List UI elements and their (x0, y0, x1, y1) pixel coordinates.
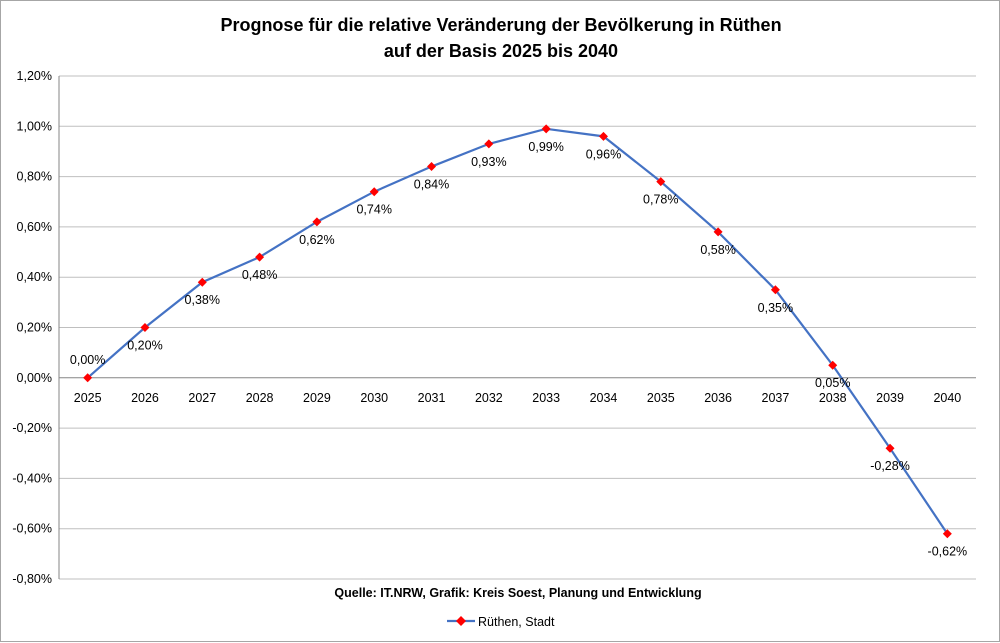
x-tick-label: 2035 (647, 391, 675, 405)
source-note: Quelle: IT.NRW, Grafik: Kreis Soest, Pla… (334, 586, 701, 600)
data-label: 0,84% (414, 178, 449, 192)
chart-title-line-2: auf der Basis 2025 bis 2040 (384, 41, 618, 61)
x-tick-label: 2026 (131, 391, 159, 405)
data-label: 0,96% (586, 147, 621, 161)
x-tick-label: 2033 (532, 391, 560, 405)
y-tick-label: -0,80% (12, 572, 52, 586)
y-tick-label: 0,40% (17, 270, 52, 284)
data-point (484, 139, 494, 149)
legend-marker (456, 616, 466, 626)
data-point (83, 373, 93, 383)
data-point (942, 529, 952, 539)
data-label: 0,38% (185, 293, 220, 307)
x-tick-label: 2031 (418, 391, 446, 405)
legend: Rüthen, Stadt (447, 615, 555, 629)
x-tick-label: 2027 (188, 391, 216, 405)
data-point (770, 285, 780, 295)
x-tick-label: 2034 (590, 391, 618, 405)
data-point (656, 177, 666, 187)
x-tick-label: 2025 (74, 391, 102, 405)
data-label: 0,20% (127, 339, 162, 353)
data-label: -0,28% (870, 459, 910, 473)
y-tick-label: 1,00% (17, 119, 52, 133)
x-tick-label: 2028 (246, 391, 274, 405)
legend-label: Rüthen, Stadt (478, 615, 555, 629)
y-tick-label: 0,60% (17, 220, 52, 234)
data-point (541, 124, 551, 134)
y-tick-label: -0,40% (12, 471, 52, 485)
data-point (312, 217, 322, 227)
data-label: 0,93% (471, 155, 506, 169)
y-tick-label: 0,20% (17, 321, 52, 335)
data-label: 0,00% (70, 353, 105, 367)
data-point (885, 443, 895, 453)
x-tick-label: 2037 (762, 391, 790, 405)
data-point (427, 162, 437, 172)
data-label: -0,62% (928, 545, 968, 559)
y-tick-label: -0,60% (12, 522, 52, 536)
y-tick-label: -0,20% (12, 421, 52, 435)
data-point (197, 277, 207, 287)
data-label: 0,48% (242, 268, 277, 282)
data-label: 0,74% (356, 203, 391, 217)
y-tick-label: 0,00% (17, 371, 52, 385)
series-line (86, 127, 949, 535)
data-point (828, 360, 838, 370)
data-label: 0,05% (815, 376, 850, 390)
data-label: 0,78% (643, 193, 678, 207)
data-point (255, 252, 265, 262)
x-tick-label: 2038 (819, 391, 847, 405)
x-tick-label: 2032 (475, 391, 503, 405)
data-label: 0,99% (528, 140, 563, 154)
x-tick-label: 2036 (704, 391, 732, 405)
data-point (369, 187, 379, 197)
data-point (713, 227, 723, 237)
data-label: 0,35% (758, 301, 793, 315)
data-point (598, 131, 608, 141)
x-tick-label: 2030 (360, 391, 388, 405)
x-tick-label: 2039 (876, 391, 904, 405)
data-label: 0,62% (299, 233, 334, 247)
data-label: 0,58% (700, 243, 735, 257)
y-tick-label: 1,20% (17, 69, 52, 83)
y-tick-label: 0,80% (17, 170, 52, 184)
chart-title-line-1: Prognose für die relative Veränderung de… (220, 15, 781, 35)
x-tick-label: 2040 (933, 391, 961, 405)
data-point (140, 323, 150, 332)
x-tick-label: 2029 (303, 391, 331, 405)
